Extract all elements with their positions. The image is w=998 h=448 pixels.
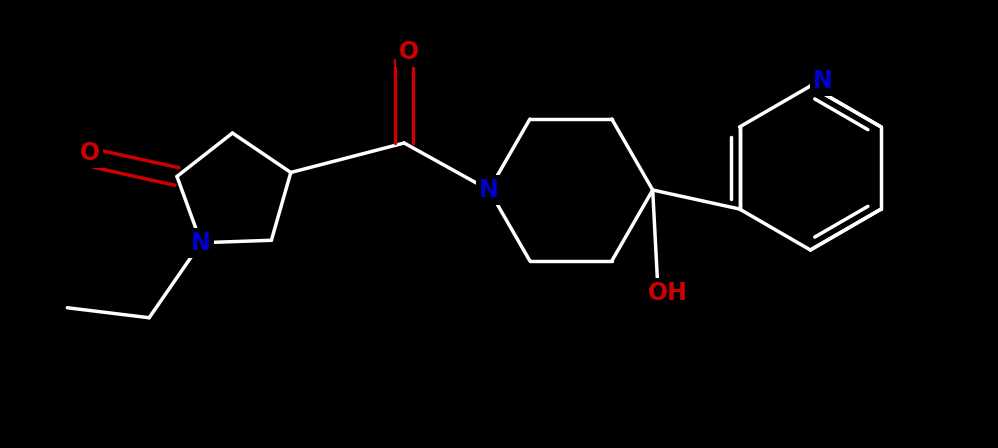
Text: OH: OH bbox=[648, 281, 688, 305]
Text: O: O bbox=[80, 142, 100, 165]
Text: N: N bbox=[812, 69, 832, 93]
Text: N: N bbox=[479, 178, 499, 202]
Text: O: O bbox=[399, 40, 419, 64]
Text: N: N bbox=[192, 231, 211, 255]
